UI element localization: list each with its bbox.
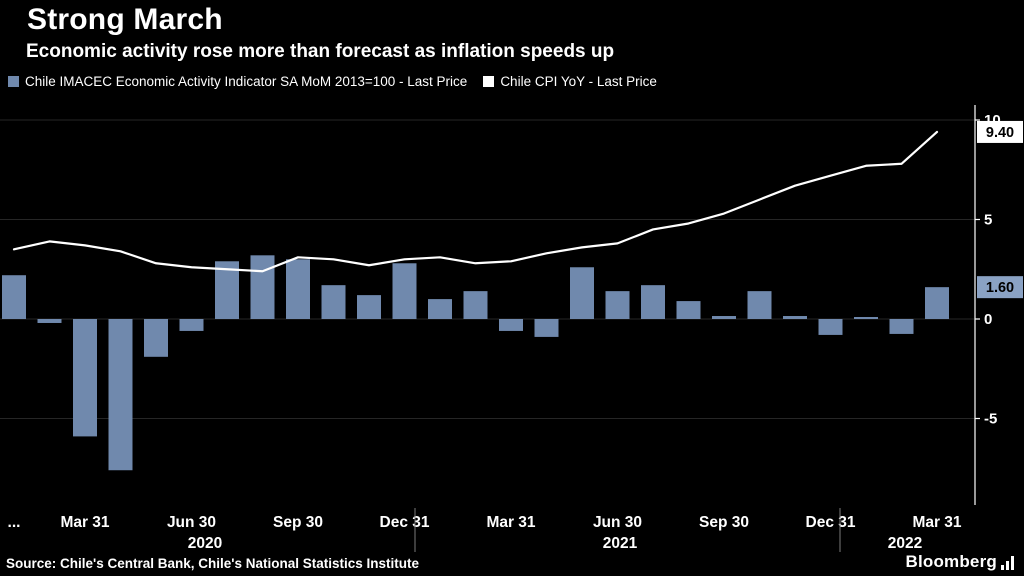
y-axis-label: -5 <box>984 411 997 428</box>
imacec-bar <box>250 255 275 319</box>
x-axis-year-label: 2020 <box>188 535 222 552</box>
imacec-bar <box>818 319 843 335</box>
legend-swatch-imacec-icon <box>8 76 19 87</box>
legend-label-imacec: Chile IMACEC Economic Activity Indicator… <box>25 74 468 89</box>
imacec-bar <box>889 319 914 334</box>
chart-title: Strong March <box>27 3 223 36</box>
x-axis-label: Jun 30 <box>593 514 642 531</box>
bloomberg-wordmark: Bloomberg <box>905 552 997 571</box>
x-axis-label: Sep 30 <box>273 514 323 531</box>
x-axis-label: Dec 31 <box>380 514 430 531</box>
y-axis-label: 0 <box>984 311 992 328</box>
x-axis-label: Mar 31 <box>486 514 535 531</box>
legend: Chile IMACEC Economic Activity Indicator… <box>0 63 1024 89</box>
last-price-badge <box>977 120 1023 143</box>
chart-header: Strong March Economic activity rose more… <box>0 0 1024 89</box>
legend-item-imacec: Chile IMACEC Economic Activity Indicator… <box>8 74 467 89</box>
bloomberg-logo: Bloomberg <box>905 552 1016 572</box>
imacec-bar <box>676 301 701 319</box>
x-axis-label: ... <box>8 514 21 531</box>
bloomberg-mark-icon <box>1001 556 1014 570</box>
imacec-bar <box>499 319 523 331</box>
imacec-bar <box>747 291 772 319</box>
x-axis-label: Sep 30 <box>699 514 749 531</box>
x-axis-label: Dec 31 <box>806 514 856 531</box>
imacec-bar <box>357 295 381 319</box>
imacec-bar <box>570 267 594 319</box>
imacec-bar <box>925 287 949 319</box>
imacec-bar <box>321 285 346 319</box>
source-note: Source: Chile's Central Bank, Chile's Na… <box>6 556 420 571</box>
legend-swatch-cpi-icon <box>483 76 495 87</box>
imacec-bar <box>783 316 807 319</box>
imacec-bar <box>144 319 168 357</box>
legend-item-cpi: Chile CPI YoY - Last Price <box>483 74 657 89</box>
x-axis-label: Jun 30 <box>167 514 216 531</box>
imacec-bar <box>712 316 736 319</box>
legend-label-cpi: Chile CPI YoY - Last Price <box>500 74 657 89</box>
imacec-bar <box>854 317 878 319</box>
chart-subtitle: Economic activity rose more than forecas… <box>26 41 615 62</box>
imacec-bar <box>641 285 665 319</box>
last-price-badge-value: 9.40 <box>986 125 1014 141</box>
imacec-bar <box>108 319 133 471</box>
imacec-bar <box>428 299 452 319</box>
last-price-badge <box>977 276 1023 299</box>
cpi-line <box>12 130 939 273</box>
x-axis-year-label: 2021 <box>603 535 638 552</box>
last-price-badge-value: 1.60 <box>986 280 1014 296</box>
y-axis-label: 5 <box>984 212 992 229</box>
x-axis-label: Mar 31 <box>60 514 109 531</box>
imacec-bar <box>2 275 26 319</box>
imacec-bar <box>37 319 62 323</box>
imacec-bar <box>463 291 488 319</box>
imacec-bar <box>73 319 97 437</box>
x-axis-year-label: 2022 <box>888 535 922 552</box>
imacec-bar <box>392 263 417 319</box>
imacec-bar <box>179 319 204 331</box>
imacec-bar <box>534 319 559 337</box>
imacec-bar <box>286 259 310 319</box>
x-axis-label: Mar 31 <box>912 514 961 531</box>
imacec-bar <box>605 291 630 319</box>
imacec-bar <box>215 261 239 319</box>
